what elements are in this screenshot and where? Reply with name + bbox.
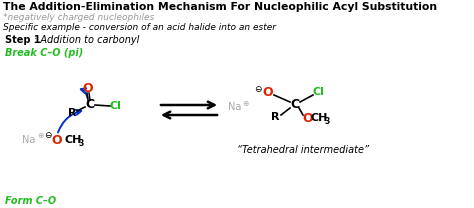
Text: Na: Na [228,102,241,112]
FancyArrowPatch shape [58,110,81,132]
Text: O: O [302,111,313,125]
Text: Specific example - conversion of an acid halide into an ester: Specific example - conversion of an acid… [3,23,276,32]
Text: CH: CH [311,113,328,123]
Text: : Addition to carbonyl: : Addition to carbonyl [34,35,139,45]
FancyArrowPatch shape [81,88,88,98]
Text: Cl: Cl [110,101,122,111]
Text: 3: 3 [79,139,84,147]
Text: R: R [271,112,279,122]
Text: Step 1: Step 1 [5,35,41,45]
Text: ⊖: ⊖ [44,131,52,140]
Text: ⊕: ⊕ [242,99,248,108]
Text: ⊕: ⊕ [37,131,44,140]
Text: Na: Na [22,135,36,145]
Text: The Addition-Elimination Mechanism For Nucleophilic Acyl Substitution: The Addition-Elimination Mechanism For N… [3,2,437,12]
Text: Cl: Cl [313,87,325,97]
Text: O: O [52,134,62,146]
Text: C: C [291,99,300,111]
Text: ⊖: ⊖ [254,84,262,94]
Text: “Tetrahedral intermediate”: “Tetrahedral intermediate” [237,145,369,155]
Text: O: O [263,87,273,99]
Text: CH: CH [65,135,82,145]
Text: R: R [68,108,76,118]
Text: *negatively charged nucleophiles: *negatively charged nucleophiles [3,13,154,22]
Text: O: O [82,83,93,95]
Text: 3: 3 [325,118,330,126]
Text: Break C–O (pi): Break C–O (pi) [5,48,83,58]
Text: C: C [85,99,94,111]
Text: Form C–O: Form C–O [5,196,56,206]
